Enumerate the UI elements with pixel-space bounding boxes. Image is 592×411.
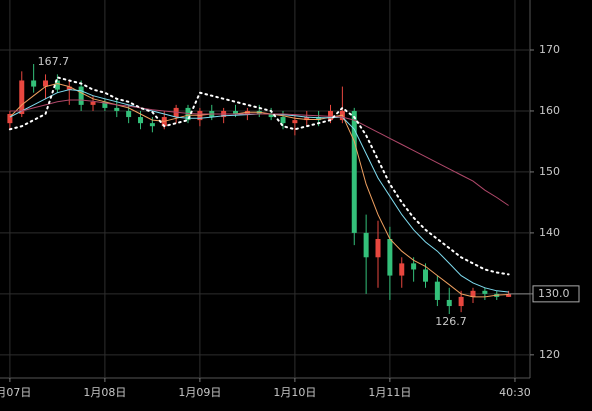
candle-body bbox=[78, 86, 84, 105]
candle-body bbox=[114, 107, 120, 111]
x-tick-label: 40:30 bbox=[499, 386, 531, 399]
candle-body bbox=[280, 117, 286, 124]
high-label: 167.7 bbox=[38, 55, 70, 68]
candle-body bbox=[399, 263, 405, 276]
x-tick-label: 1月09日 bbox=[178, 386, 221, 399]
ma-line bbox=[9, 99, 509, 206]
candle-body bbox=[351, 110, 357, 233]
low-label: 126.7 bbox=[435, 315, 467, 328]
candle-body bbox=[138, 117, 144, 124]
candle-body bbox=[482, 290, 488, 294]
ma-line bbox=[9, 82, 509, 298]
candle-body bbox=[292, 120, 298, 124]
candle-body bbox=[387, 238, 393, 276]
candle-body bbox=[423, 269, 429, 282]
candle-body bbox=[304, 117, 310, 121]
x-tick-label: 1月11日 bbox=[368, 386, 411, 399]
last-price-label: 130.0 bbox=[538, 287, 570, 300]
candle-body bbox=[470, 290, 476, 297]
candle-body bbox=[102, 101, 108, 108]
candle-body bbox=[126, 110, 132, 118]
candle-body bbox=[149, 123, 155, 127]
candle-body bbox=[363, 232, 369, 258]
y-tick-label: 170 bbox=[539, 43, 560, 56]
y-tick-label: 150 bbox=[539, 165, 560, 178]
candle-body bbox=[43, 80, 49, 87]
candle-body bbox=[54, 80, 60, 90]
candle-body bbox=[19, 80, 25, 115]
x-tick-label: 1月07日 bbox=[0, 386, 31, 399]
ma-line bbox=[8, 76, 510, 276]
y-tick-label: 120 bbox=[539, 348, 560, 361]
candle-body bbox=[90, 101, 96, 105]
candle-body bbox=[31, 80, 37, 87]
candle-body bbox=[328, 110, 334, 121]
candle-body bbox=[411, 263, 417, 270]
ma-line bbox=[9, 89, 509, 293]
candle-body bbox=[446, 299, 452, 307]
y-tick-label: 160 bbox=[539, 104, 560, 117]
y-tick-label: 140 bbox=[539, 226, 560, 239]
last-price-box bbox=[532, 285, 580, 303]
candle-body bbox=[185, 107, 191, 121]
candle-body bbox=[233, 110, 239, 115]
candle-body bbox=[7, 114, 13, 124]
x-tick-label: 1月08日 bbox=[83, 386, 126, 399]
candle-body bbox=[268, 114, 274, 118]
candle-body bbox=[66, 86, 72, 90]
candle-body bbox=[434, 281, 440, 300]
candle-body bbox=[375, 238, 381, 258]
candle-body bbox=[316, 117, 322, 121]
x-tick-label: 1月10日 bbox=[273, 386, 316, 399]
candle-body bbox=[506, 293, 512, 297]
candle-body bbox=[458, 296, 464, 307]
